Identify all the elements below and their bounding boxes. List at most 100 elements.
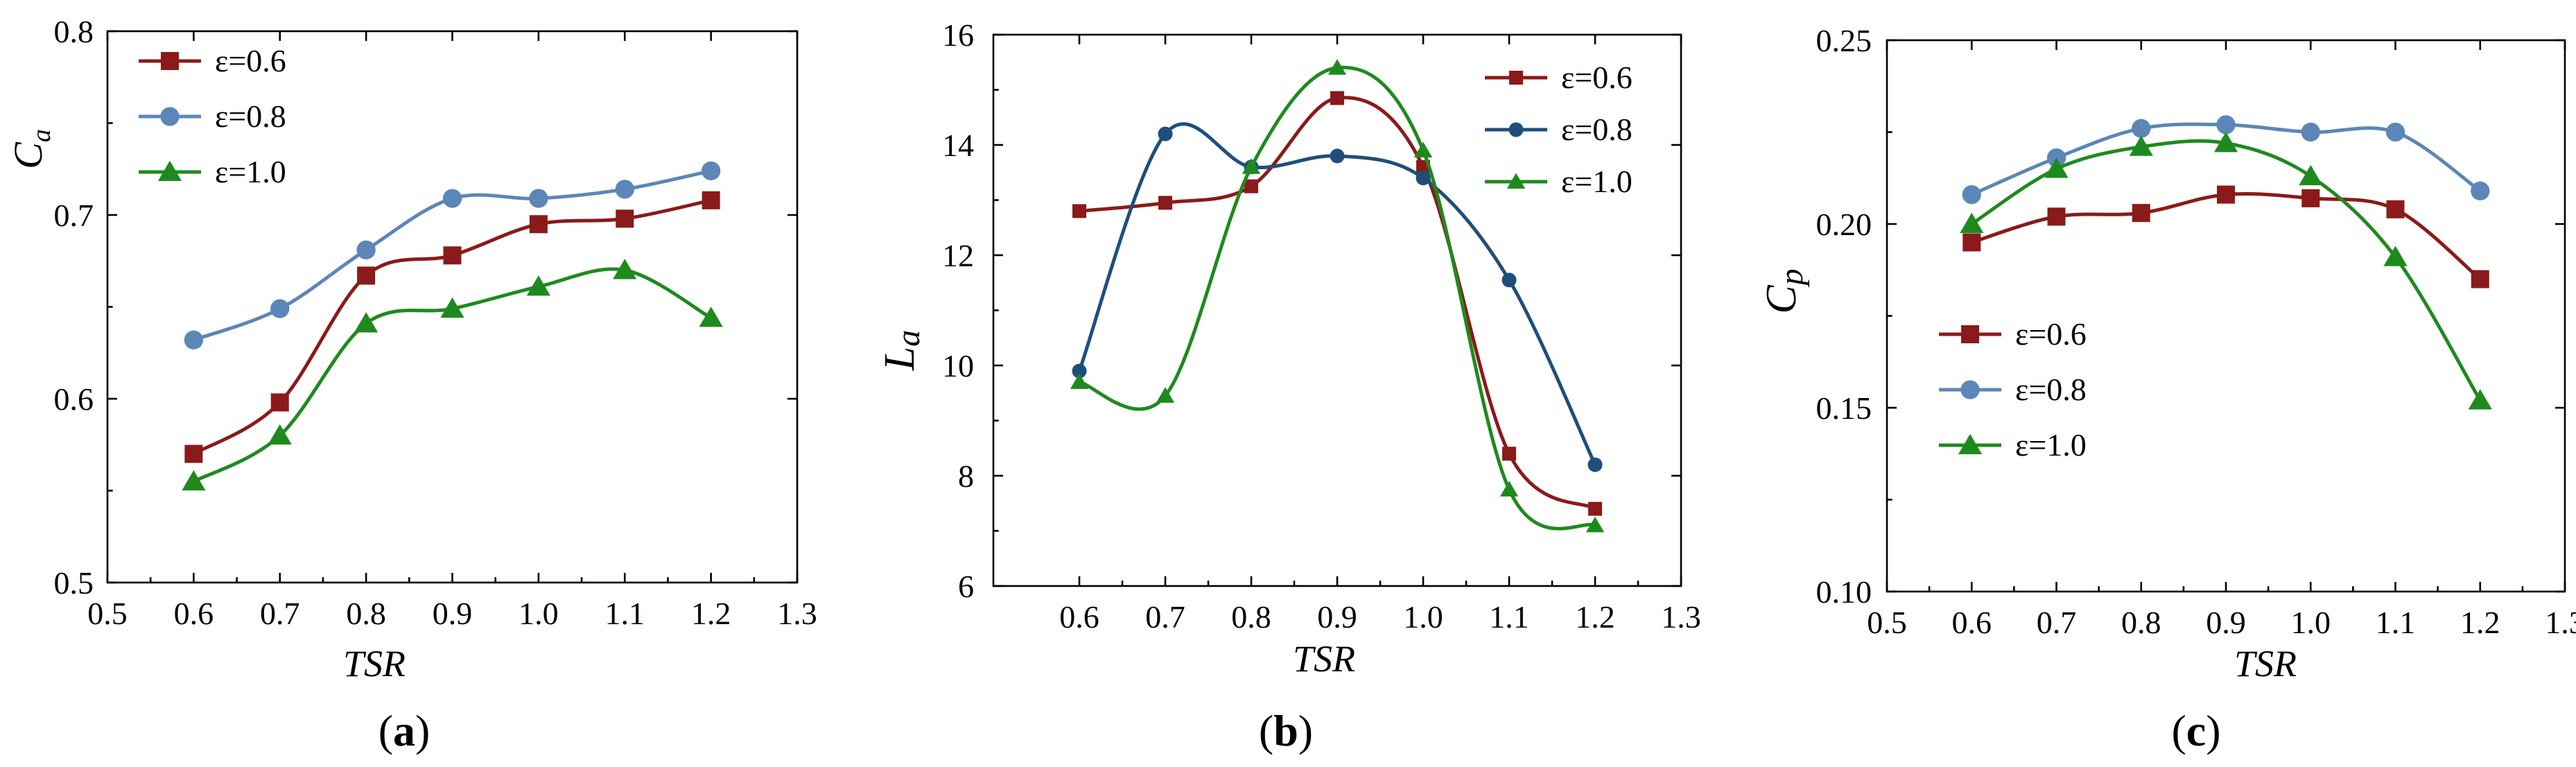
panel-c-series-1-point — [2385, 122, 2405, 142]
panel-b-series-2-point — [1413, 141, 1433, 157]
panel-c-y-tick-label: 0.15 — [1816, 390, 1872, 426]
panel-a-series-2-point — [613, 259, 637, 279]
panel-b-series-1-point — [1158, 126, 1173, 141]
panel-a-x-tick-label: 0.5 — [87, 596, 128, 631]
panel-b-legend-label-1: ε=0.8 — [1561, 112, 1633, 147]
panel-b-series-2-point — [1499, 481, 1519, 497]
panel-a-series-0-point — [529, 215, 548, 234]
panel-c-legend-marker-1 — [1960, 380, 1980, 399]
panel-c-x-tick-label: 0.8 — [2121, 605, 2161, 640]
panel-a-caption-letter: a — [393, 706, 415, 755]
panel-b-x-tick-label: 0.7 — [1145, 599, 1185, 635]
svg-text:La: La — [876, 330, 927, 371]
panel-b-x-tick-label: 0.6 — [1059, 599, 1099, 635]
panel-b-y-axis-title-main: L — [876, 347, 923, 371]
panel-b-series-0-point — [1244, 179, 1258, 193]
panel-a-x-tick-label: 0.7 — [260, 596, 300, 631]
panel-c-series-1-point — [2132, 119, 2151, 138]
panel-a-caption: (a) — [378, 706, 430, 755]
panel-a-y-axis-title-main: C — [6, 141, 51, 169]
panel-b-x-tick-label: 0.8 — [1231, 599, 1271, 635]
panel-b-x-tick-label: 0.9 — [1317, 599, 1357, 635]
panel-a-series-2-point — [699, 307, 723, 327]
panel-c-x-tick-label: 1.0 — [2291, 605, 2331, 640]
panel-c-legend-label-1: ε=0.8 — [2015, 372, 2087, 407]
panel-c-x-tick-label: 0.6 — [1952, 605, 1992, 640]
panel-c-axes-layer: 0.5 0.6 0.7 0.8 0.9 1.0 1.1 1.2 1.3 0.10 0.15 0.20 0… — [1816, 23, 2576, 640]
panel-c-series-0-point — [1963, 233, 1981, 252]
panel-a-legend-marker-0 — [161, 52, 179, 70]
panel-a-series-1-point — [615, 180, 634, 199]
panel-b-series-2-point — [1585, 517, 1605, 533]
panel-b-series-0-point — [1072, 204, 1086, 218]
panel-a-series-0-point — [184, 445, 203, 463]
panel-b-legend-marker-2 — [1506, 173, 1526, 189]
panel-a-series-1-point — [529, 189, 548, 208]
svg-text:(a): (a) — [378, 706, 430, 755]
panel-b-series-1-point — [1416, 171, 1431, 186]
panel-b-legend-marker-0 — [1509, 71, 1523, 85]
panel-b-y-tick-label: 14 — [942, 128, 974, 163]
panel-b-y-tick-label: 16 — [942, 17, 974, 53]
panel-b-y-tick-label: 6 — [958, 569, 974, 604]
panel-c-legend-marker-0 — [1961, 325, 1979, 343]
panel-a-x-axis-title: TSR — [343, 643, 406, 684]
panel-a-series-2-point — [526, 275, 550, 296]
panel-b: 0.6 0.7 0.8 0.9 1.0 1.1 1.2 1.3 6 8 10 12 14 16 TSR L… — [876, 17, 1701, 755]
panel-c-x-tick-label: 0.9 — [2206, 605, 2246, 640]
panel-c-series-1-point — [1962, 184, 1981, 205]
panel-c-series-0-point — [2217, 185, 2235, 204]
panel-b-y-axis-title-sub: a — [890, 330, 927, 347]
panel-b-x-tick-label: 1.2 — [1575, 599, 1615, 635]
svg-text:(c): (c) — [2171, 706, 2220, 755]
panel-c-series-0-point — [2047, 207, 2066, 226]
panel-c-legend: ε=0.6 ε=0.8 ε=1.0 — [1939, 316, 2087, 463]
panel-b-y-tick-label: 10 — [942, 348, 974, 384]
panel-c-x-tick-label: 1.3 — [2545, 605, 2576, 640]
panel-a-legend-label-1: ε=0.8 — [215, 98, 286, 134]
panel-a-x-tick-label: 1.1 — [605, 596, 645, 631]
panel-a-series-2-point — [182, 470, 206, 491]
panel-b-axes-layer: 0.6 0.7 0.8 0.9 1.0 1.1 1.2 1.3 6 8 10 12 14 16 — [942, 17, 1701, 635]
panel-c-caption: (c) — [2171, 706, 2220, 755]
panel-b-y-tick-label: 12 — [942, 238, 974, 273]
panel-b-y-axis-title: La — [876, 330, 927, 371]
panel-a-x-tick-label: 0.6 — [174, 596, 214, 631]
panel-c-legend-label-0: ε=0.6 — [2015, 316, 2087, 352]
panel-c-series-2-point — [2468, 389, 2492, 410]
panel-b-legend: ε=0.6 ε=0.8 ε=1.0 — [1485, 60, 1633, 199]
panel-c-y-tick-label: 0.25 — [1816, 23, 1872, 58]
panel-c-y-tick-label: 0.10 — [1816, 574, 1872, 610]
panel-a-legend-marker-1 — [160, 107, 180, 126]
panel-b-x-axis-title: TSR — [1293, 638, 1355, 680]
panel-a-y-tick-label: 0.7 — [54, 198, 94, 233]
panel-c-series-2-point — [2129, 135, 2153, 156]
svg-text:Cp: Cp — [1758, 268, 1810, 313]
panel-a-series-0-point — [616, 209, 634, 228]
panel-b-series-1-point — [1502, 273, 1517, 288]
panel-a-legend: ε=0.6 ε=0.8 ε=1.0 — [139, 43, 286, 189]
panel-a-series-1-point — [184, 330, 204, 350]
panel-a-legend-label-0: ε=0.6 — [215, 43, 286, 78]
panel-b-series-2-point — [1242, 158, 1261, 174]
panel-c-x-tick-label: 1.2 — [2460, 605, 2500, 640]
panel-b-y-tick-label: 8 — [958, 458, 974, 494]
panel-a-y-tick-label: 0.5 — [54, 565, 94, 601]
panel-c-y-axis-title-main: C — [1758, 285, 1805, 314]
panel-b-series-0-point — [1158, 196, 1172, 210]
panel-a: 0.5 0.6 0.7 0.8 0.9 1.0 1.1 1.2 1.30.50.60.70.8 … — [6, 14, 817, 755]
panel-a-y-axis-title: Ca — [6, 129, 56, 169]
panel-c-series-0-point — [2471, 270, 2489, 288]
panel-c-series-2-point — [2383, 245, 2408, 266]
panel-a-series-1-point — [356, 240, 376, 259]
panel-c-series-1-point — [2216, 115, 2236, 135]
panel-c-y-tick-label: 0.20 — [1816, 207, 1872, 242]
panel-b-series-0-point — [1502, 447, 1516, 461]
panel-b-series-2-point — [1156, 387, 1175, 403]
panel-a-y-tick-label: 0.6 — [54, 381, 94, 417]
panel-b-x-tick-label: 1.3 — [1661, 599, 1701, 635]
panel-a-series-0-point — [443, 246, 462, 265]
panel-b-series-2-point — [1328, 59, 1347, 75]
panel-c-series-1-point — [2471, 181, 2490, 200]
